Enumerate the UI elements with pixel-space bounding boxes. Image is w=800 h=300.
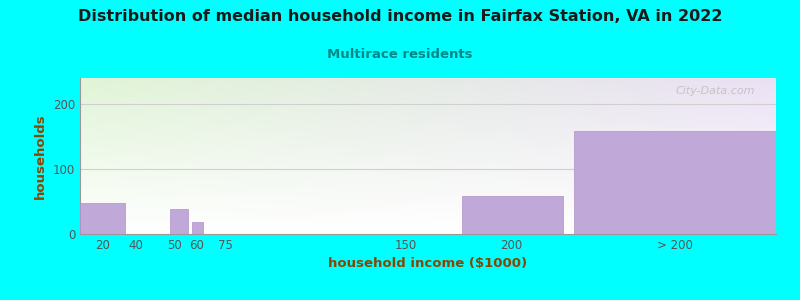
Bar: [574, 131, 776, 234]
Text: City-Data.com: City-Data.com: [676, 86, 755, 96]
Text: Multirace residents: Multirace residents: [327, 48, 473, 61]
Y-axis label: households: households: [34, 113, 47, 199]
Bar: [192, 222, 203, 234]
Bar: [462, 196, 562, 234]
Text: Distribution of median household income in Fairfax Station, VA in 2022: Distribution of median household income …: [78, 9, 722, 24]
Bar: [80, 203, 125, 234]
X-axis label: household income ($1000): household income ($1000): [329, 257, 527, 270]
Bar: [170, 209, 188, 234]
